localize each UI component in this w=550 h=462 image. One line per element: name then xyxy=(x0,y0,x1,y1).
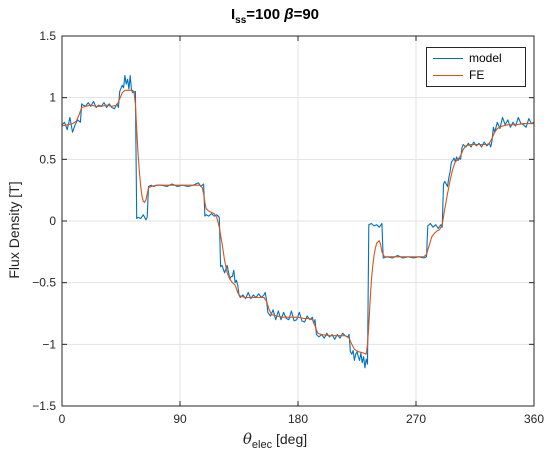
y-tick-label: −1 xyxy=(42,337,56,351)
title-i: I xyxy=(230,6,236,23)
x-axis-unit: [deg] xyxy=(272,431,308,447)
title-beta: β xyxy=(284,6,294,23)
y-tick-label: 0.5 xyxy=(39,152,56,166)
title-beta-value: =90 xyxy=(293,6,320,23)
legend-label-model: model xyxy=(469,51,502,65)
legend-item-model: model xyxy=(427,50,525,67)
y-tick-label: −1.5 xyxy=(32,399,56,413)
x-tick-label: 90 xyxy=(173,412,187,426)
chart-title: Iss=100 β=90 xyxy=(0,6,550,26)
legend-swatch-fe xyxy=(433,75,463,76)
title-current-value: =100 xyxy=(246,6,285,23)
y-tick-label: −0.5 xyxy=(32,276,56,290)
plot-frame xyxy=(61,35,535,407)
x-axis-subscript: elec xyxy=(251,438,273,451)
y-tick-label: 1 xyxy=(49,91,56,105)
legend-item-fe: FE xyxy=(427,67,525,84)
x-tick-label: 360 xyxy=(524,412,544,426)
x-axis-theta: θ xyxy=(242,430,252,448)
x-tick-label: 0 xyxy=(59,412,66,426)
grid-lines xyxy=(62,36,534,406)
x-axis-label: θelec [deg] xyxy=(0,430,550,451)
legend-swatch-model xyxy=(433,58,463,59)
x-tick-label: 270 xyxy=(406,412,426,426)
x-tick-label: 180 xyxy=(288,412,308,426)
y-tick-label: 1.5 xyxy=(39,29,56,43)
y-tick-label: 0 xyxy=(49,214,56,228)
title-subscript: ss xyxy=(235,15,247,26)
legend-label-fe: FE xyxy=(469,68,485,82)
legend: model FE xyxy=(426,47,526,87)
y-axis-label: Flux Density [T] xyxy=(6,181,22,279)
axis-ticks: 0 90 180 270 360 −1.5 −1 −0.5 0 0.5 1 1.5 xyxy=(32,29,544,426)
series-line-fe xyxy=(61,89,534,355)
series-layer xyxy=(61,74,535,369)
